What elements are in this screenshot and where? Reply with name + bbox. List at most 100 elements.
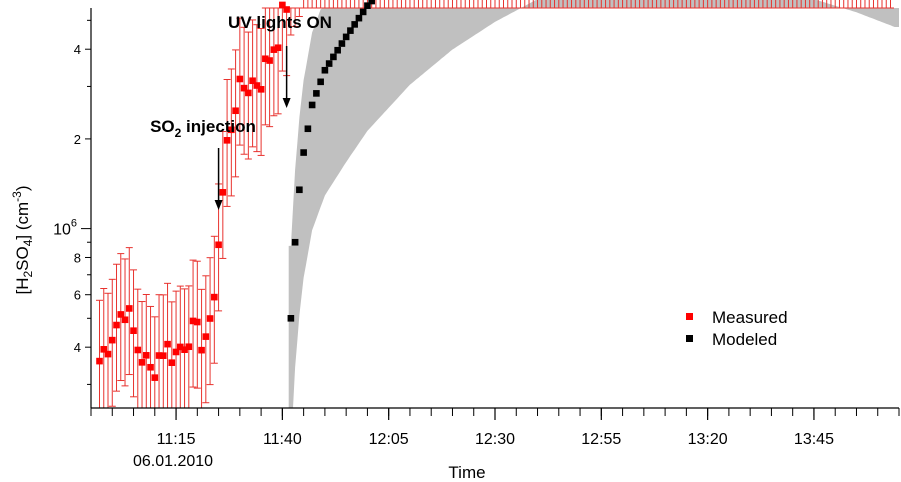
measured-point [240,84,248,92]
x-tick-label: 13:45 [794,431,834,448]
measured-point [164,340,171,348]
measured-point [181,346,188,353]
measured-point [198,346,205,354]
modeled-point [313,90,320,97]
axes-layer: 1061074682411:1506.01.201011:4012:0512:3… [53,8,900,470]
measured-point [138,359,146,366]
y-minor-tick-label: 2 [74,132,81,147]
x-tick-label: 12:30 [475,431,515,448]
modeled-point [287,315,295,322]
modeled-point [304,125,312,133]
measured-point [147,363,154,371]
modeled-point [325,60,333,67]
modeled-point [321,66,329,74]
modeled-point [291,238,299,246]
measured-point [219,189,227,196]
measured-point [279,1,286,9]
measured-point [113,321,120,329]
measured-point [172,348,180,356]
measured-point [245,89,252,97]
y-title-part: [H [13,278,32,295]
x-tick-label: 11:40 [263,431,302,448]
measured-point [108,336,116,344]
y-title-sub2: 4 [21,239,35,246]
modeled-point [347,27,354,34]
measured-point [168,359,176,366]
measured-point [257,86,265,93]
modeled-marker-layer [287,0,375,322]
y-minor-tick-label: 8 [74,250,81,265]
measured-point [142,352,150,359]
y-title-sup: -3 [10,191,24,202]
measured-point [206,315,214,322]
measured-point [262,55,269,63]
y-title-part: ) [13,185,32,191]
y-title-part: ] (cm [13,202,32,240]
measured-point [121,316,129,324]
legend-label: Measured [712,308,788,327]
measured-point [96,357,103,365]
uv-arrow-head [282,98,291,108]
y-minor-tick-label: 4 [74,42,81,57]
measured-point [236,75,244,83]
modeled-point [338,40,346,47]
legend-label: Modeled [712,330,777,349]
x-tick-label: 11:15 [157,431,196,448]
uv-annotation-label: UV lights ON [228,13,332,32]
measured-marker-layer [96,1,290,381]
measured-point [159,352,167,359]
model-uncertainty-layer [288,0,899,408]
x-tick-label: 12:55 [581,431,621,448]
measured-point [130,327,137,334]
modeled-point [368,0,375,5]
modeled-point [359,8,367,16]
measured-point [223,137,231,144]
y-axis-title: [H2SO4] (cm-3) [10,185,35,294]
modeled-point [342,33,350,41]
measured-point [125,305,133,312]
modeled-point [317,78,324,86]
so2-annotation-label: SO2 injection [150,117,256,140]
measured-point [253,82,261,89]
modeled-point [300,149,307,156]
measured-point [232,107,239,115]
measured-point [134,346,142,354]
modeled-point [364,2,371,9]
y-title-sub1: 2 [21,271,35,278]
measured-point [274,44,282,52]
modeled-point [308,101,316,109]
y-minor-tick-label: 6 [74,288,81,303]
x-tick-label: 13:20 [688,431,728,448]
measured-point [155,352,163,359]
measured-point [117,311,125,318]
measured-point [215,241,222,249]
measured-point [104,350,112,358]
x-tick-label: 12:05 [369,431,409,448]
measured-point [283,6,290,13]
legend-marker [686,335,693,342]
measured-point [202,333,210,340]
legend-marker [686,313,693,320]
model-uncertainty-band [288,0,899,408]
y-title-part: SO [13,246,32,271]
measured-point [270,46,278,53]
measured-point [228,126,235,134]
measured-point [211,293,218,301]
y-tick-label: 106 [53,218,77,239]
measured-point [266,57,273,64]
y-minor-tick-label: 4 [74,340,81,355]
x-axis-title: Time [448,463,485,482]
measured-point [249,77,256,85]
modeled-point [355,14,363,22]
measured-point [194,318,201,326]
measured-point [177,343,184,351]
modeled-point [330,53,337,61]
measured-point [151,374,159,381]
modeled-point [351,21,358,28]
modeled-point [296,186,303,194]
annotation-layer: UV lights ON SO2 injection [150,13,332,210]
legend: Measured Modeled [686,308,788,349]
modeled-point [334,46,341,54]
x-date-label: 06.01.2010 [133,453,213,470]
